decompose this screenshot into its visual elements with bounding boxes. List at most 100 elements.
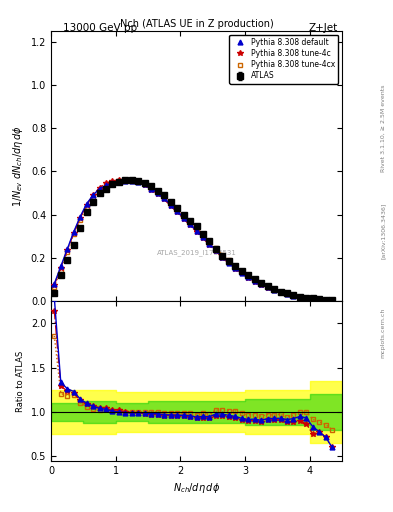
Pythia 8.308 tune-4cx [59, 267, 63, 273]
Pythia 8.308 tune-4cx [181, 212, 186, 219]
Y-axis label: Ratio to ATLAS: Ratio to ATLAS [16, 350, 25, 412]
Pythia 8.308 default [181, 215, 186, 221]
Pythia 8.308 default [188, 221, 193, 227]
Text: 13000 GeV pp: 13000 GeV pp [63, 23, 137, 33]
Pythia 8.308 default [123, 178, 128, 184]
Pythia 8.308 tune-4cx [155, 188, 160, 194]
Pythia 8.308 tune-4cx [168, 200, 173, 206]
Pythia 8.308 default [162, 195, 167, 201]
Pythia 8.308 tune-4cx [330, 297, 334, 303]
Pythia 8.308 tune-4cx [246, 273, 251, 279]
Pythia 8.308 tune-4cx [97, 188, 102, 194]
Pythia 8.308 default [226, 260, 231, 266]
Pythia 8.308 tune-4cx [142, 180, 147, 186]
Pythia 8.308 tune-4c [285, 291, 289, 297]
Pythia 8.308 default [168, 202, 173, 208]
Pythia 8.308 default [252, 278, 257, 284]
Pythia 8.308 default [65, 246, 70, 252]
Pythia 8.308 tune-4cx [233, 263, 238, 269]
Pythia 8.308 tune-4c [304, 295, 309, 302]
Pythia 8.308 default [78, 214, 83, 220]
Pythia 8.308 tune-4c [117, 177, 121, 183]
Pythia 8.308 default [233, 265, 238, 271]
Pythia 8.308 tune-4cx [220, 251, 225, 258]
Pythia 8.308 tune-4c [317, 296, 321, 303]
Pythia 8.308 default [104, 182, 108, 188]
Pythia 8.308 default [52, 281, 57, 287]
Pythia 8.308 tune-4cx [213, 245, 218, 251]
Text: Rivet 3.1.10, ≥ 2.5M events: Rivet 3.1.10, ≥ 2.5M events [381, 84, 386, 172]
Pythia 8.308 tune-4cx [317, 296, 321, 303]
Pythia 8.308 tune-4cx [272, 287, 276, 293]
Legend: Pythia 8.308 default, Pythia 8.308 tune-4c, Pythia 8.308 tune-4cx, ATLAS: Pythia 8.308 default, Pythia 8.308 tune-… [230, 34, 338, 83]
Pythia 8.308 tune-4cx [84, 204, 89, 210]
Pythia 8.308 tune-4cx [162, 193, 167, 199]
Pythia 8.308 tune-4cx [52, 284, 57, 290]
Pythia 8.308 default [175, 208, 180, 215]
Pythia 8.308 default [272, 287, 276, 293]
Pythia 8.308 default [317, 296, 321, 303]
Pythia 8.308 tune-4c [323, 297, 328, 303]
Pythia 8.308 tune-4cx [110, 180, 115, 186]
Pythia 8.308 tune-4c [310, 296, 315, 302]
Pythia 8.308 tune-4c [123, 177, 128, 183]
Pythia 8.308 tune-4cx [310, 295, 315, 302]
Pythia 8.308 default [298, 294, 302, 300]
Pythia 8.308 default [259, 281, 263, 287]
Pythia 8.308 default [278, 289, 283, 295]
Pythia 8.308 tune-4cx [104, 182, 108, 188]
Pythia 8.308 tune-4c [200, 236, 205, 242]
Line: Pythia 8.308 default: Pythia 8.308 default [52, 179, 335, 303]
Pythia 8.308 tune-4c [226, 260, 231, 266]
Pythia 8.308 default [285, 291, 289, 297]
Pythia 8.308 tune-4cx [226, 258, 231, 264]
Pythia 8.308 tune-4cx [285, 291, 289, 297]
Pythia 8.308 tune-4cx [298, 294, 302, 300]
Line: Pythia 8.308 tune-4c: Pythia 8.308 tune-4c [51, 177, 335, 303]
Pythia 8.308 tune-4cx [200, 232, 205, 238]
Pythia 8.308 tune-4cx [188, 219, 193, 225]
Pythia 8.308 default [72, 229, 76, 235]
Text: Z+Jet: Z+Jet [309, 23, 338, 33]
Pythia 8.308 default [91, 192, 95, 198]
Pythia 8.308 tune-4c [239, 270, 244, 276]
Pythia 8.308 tune-4c [168, 203, 173, 209]
Pythia 8.308 tune-4cx [239, 268, 244, 274]
Pythia 8.308 tune-4c [110, 178, 115, 184]
Pythia 8.308 tune-4cx [278, 289, 283, 295]
Pythia 8.308 tune-4c [272, 287, 276, 293]
Pythia 8.308 default [59, 263, 63, 269]
Pythia 8.308 tune-4c [213, 248, 218, 254]
Pythia 8.308 default [149, 185, 154, 191]
Pythia 8.308 default [84, 201, 89, 207]
Text: mcplots.cern.ch: mcplots.cern.ch [381, 308, 386, 358]
Pythia 8.308 tune-4cx [117, 178, 121, 184]
Pythia 8.308 tune-4cx [291, 292, 296, 298]
Pythia 8.308 tune-4c [207, 242, 212, 248]
Pythia 8.308 tune-4c [298, 294, 302, 300]
Pythia 8.308 tune-4c [278, 290, 283, 296]
Pythia 8.308 tune-4cx [136, 178, 141, 184]
Pythia 8.308 tune-4cx [207, 239, 212, 245]
X-axis label: $N_{ch}/d\eta\,d\phi$: $N_{ch}/d\eta\,d\phi$ [173, 481, 220, 495]
Pythia 8.308 default [246, 274, 251, 281]
Text: [arXiv:1306.3436]: [arXiv:1306.3436] [381, 202, 386, 259]
Pythia 8.308 tune-4c [233, 266, 238, 272]
Pythia 8.308 tune-4c [265, 285, 270, 291]
Title: Nch (ATLAS UE in Z production): Nch (ATLAS UE in Z production) [119, 18, 274, 29]
Pythia 8.308 tune-4c [97, 184, 102, 190]
Pythia 8.308 tune-4cx [149, 183, 154, 189]
Pythia 8.308 tune-4c [162, 196, 167, 202]
Pythia 8.308 tune-4c [65, 247, 70, 253]
Pythia 8.308 tune-4cx [259, 281, 263, 287]
Pythia 8.308 tune-4cx [265, 284, 270, 290]
Pythia 8.308 tune-4c [194, 229, 199, 235]
Pythia 8.308 tune-4c [220, 255, 225, 261]
Pythia 8.308 tune-4c [330, 297, 334, 304]
Pythia 8.308 default [97, 185, 102, 191]
Pythia 8.308 tune-4c [149, 186, 154, 193]
Pythia 8.308 default [239, 270, 244, 276]
Pythia 8.308 tune-4c [142, 182, 147, 188]
Pythia 8.308 tune-4c [175, 209, 180, 216]
Pythia 8.308 tune-4cx [123, 177, 128, 183]
